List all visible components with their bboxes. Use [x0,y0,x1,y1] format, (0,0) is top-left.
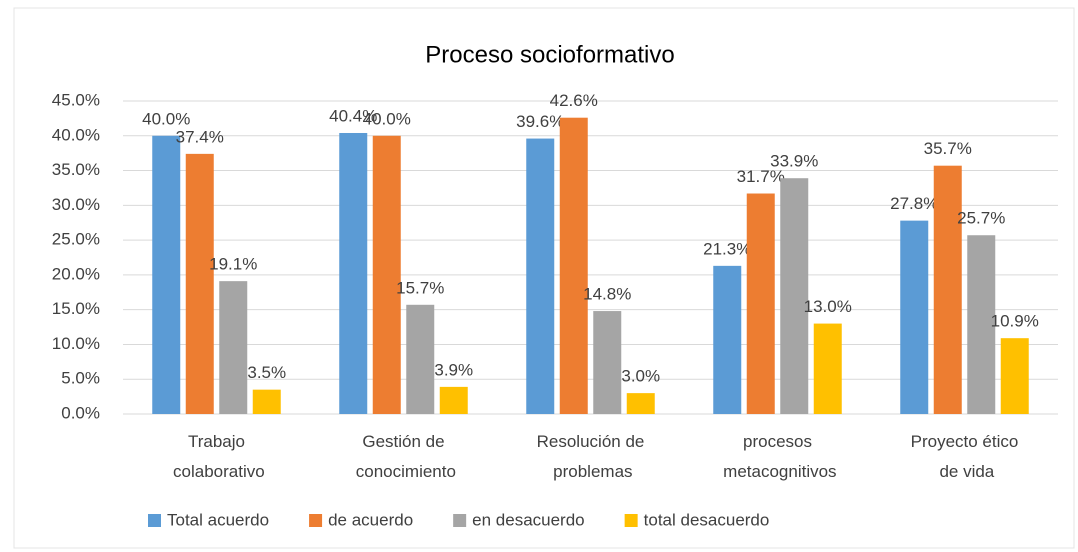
data-label: 40.0% [142,109,190,128]
x-tick-label: Proyecto ético de vida [911,432,1019,481]
data-label: 13.0% [804,297,852,316]
bar [813,323,842,414]
legend-label: en desacuerdo [472,510,584,529]
bar [252,389,281,414]
legend-swatch [148,514,161,527]
data-label: 25.7% [957,209,1005,228]
bar [1000,338,1029,414]
y-tick-label: 10.0% [52,334,100,353]
x-tick-label: Gestión de conocimiento [351,432,456,481]
data-label: 19.1% [209,255,257,274]
y-tick-label: 5.0% [61,369,100,388]
y-tick-label: 45.0% [52,90,100,109]
bar [406,304,435,414]
legend-swatch [624,514,638,527]
legend-label: total desacuerdo [644,510,770,529]
legend-label: de acuerdo [328,510,413,529]
data-label: 40.0% [363,109,411,128]
y-tick-label: 35.0% [52,160,100,179]
x-tick-label: Resolución de problemas [537,432,645,481]
y-tick-label: 15.0% [52,299,100,318]
y-tick-label: 25.0% [52,230,100,249]
y-tick-label: 30.0% [52,195,100,214]
data-label: 37.4% [176,127,224,146]
chart-title: Proceso socioformativo [425,41,674,68]
data-label: 35.7% [924,139,972,158]
bar [559,117,588,415]
legend-label: Total acuerdo [167,510,269,529]
data-label: 31.7% [737,167,785,186]
bar [626,393,655,414]
data-label: 39.6% [516,112,564,131]
y-tick-label: 40.0% [52,125,100,144]
data-label: 27.8% [890,194,938,213]
legend-swatch [309,514,323,527]
bar [439,386,468,414]
data-label: 10.9% [991,312,1039,331]
data-label: 3.0% [621,367,660,386]
x-tick-label: procesos metacognitivos [718,432,836,481]
bar [339,132,368,415]
bar [219,281,248,414]
bar [152,135,181,414]
y-tick-label: 0.0% [61,403,100,422]
legend-swatch [453,514,467,527]
bar [593,311,622,414]
data-label: 33.9% [770,152,818,171]
data-label: 40.4% [329,106,377,125]
bar [900,220,929,414]
bar [526,138,555,414]
bar [185,153,214,414]
bar [780,178,809,414]
bar [967,235,996,414]
data-label: 42.6% [550,91,598,110]
data-label: 15.7% [396,278,444,297]
data-label: 14.8% [583,285,631,304]
y-tick-label: 20.0% [52,264,100,283]
bar [933,165,962,414]
bar [372,135,401,414]
bar [713,265,742,414]
data-label: 21.3% [703,239,751,258]
bar [746,193,775,414]
x-tick-label: Trabajo colaborativo [168,432,264,481]
data-label: 3.5% [247,363,286,382]
data-label: 3.9% [434,360,473,379]
